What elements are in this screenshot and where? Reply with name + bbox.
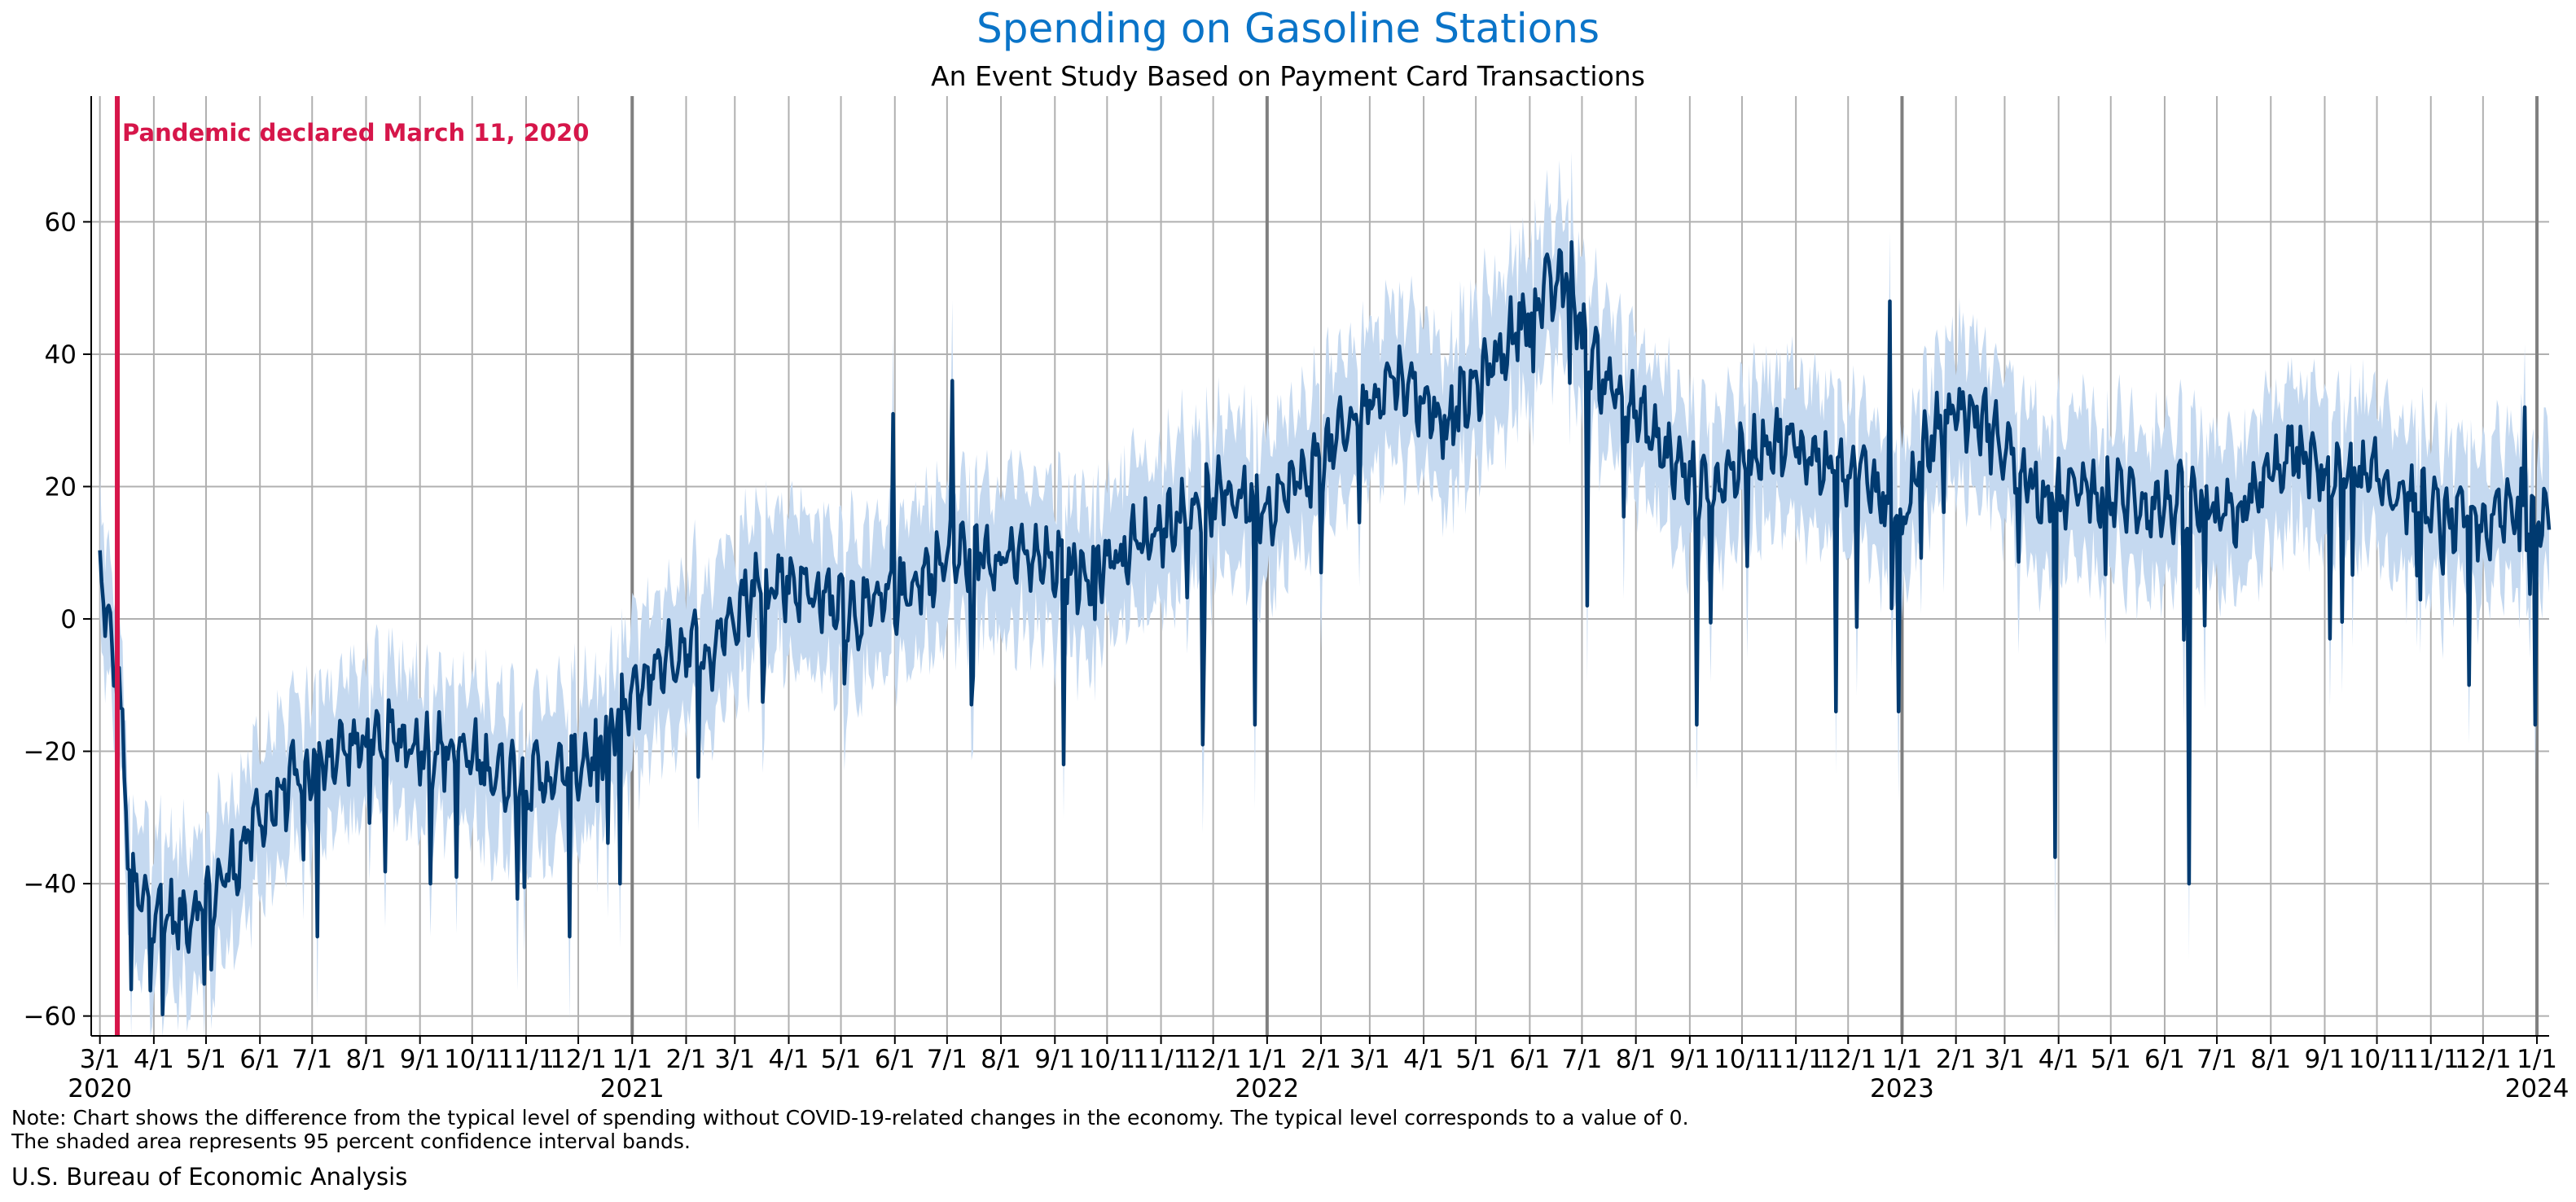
x-year-label: 2021 xyxy=(600,1074,665,1103)
x-tick-label: 4/1 xyxy=(2038,1045,2079,1074)
x-tick-label: 2/1 xyxy=(1301,1045,1341,1074)
x-year-label: 2023 xyxy=(1870,1074,1934,1103)
x-tick-label: 6/1 xyxy=(239,1045,280,1074)
x-tick-label: 8/1 xyxy=(1616,1045,1657,1074)
x-tick-label: 10/1 xyxy=(2349,1045,2406,1074)
x-tick-label: 12/1 xyxy=(1185,1045,1242,1074)
x-year-label: 2020 xyxy=(68,1074,132,1103)
x-tick-label: 3/1 xyxy=(80,1045,121,1074)
x-tick-label: 5/1 xyxy=(1455,1045,1496,1074)
x-tick-label: 5/1 xyxy=(821,1045,862,1074)
x-tick-label: 1/1 xyxy=(1882,1045,1923,1074)
x-tick-label: 4/1 xyxy=(1403,1045,1444,1074)
chart-note-line-1: Note: Chart shows the difference from th… xyxy=(11,1106,1689,1130)
pandemic-annotation-label: Pandemic declared March 11, 2020 xyxy=(122,119,589,147)
x-tick-label: 3/1 xyxy=(714,1045,755,1074)
grid-lines xyxy=(91,96,2549,1036)
y-tick-label: 60 xyxy=(45,208,77,237)
confidence-band xyxy=(99,151,2550,1037)
x-tick-label: 1/1 xyxy=(2517,1045,2557,1074)
y-tick-label: 40 xyxy=(45,340,77,370)
x-year-label: 2022 xyxy=(1235,1074,1299,1103)
y-tick-label: −20 xyxy=(24,738,77,767)
x-tick-label: 7/1 xyxy=(927,1045,968,1074)
y-tick-label: 0 xyxy=(60,605,77,634)
x-tick-label: 4/1 xyxy=(134,1045,174,1074)
x-tick-label: 10/1 xyxy=(444,1045,501,1074)
x-tick-label: 7/1 xyxy=(292,1045,332,1074)
x-tick-label: 3/1 xyxy=(1349,1045,1390,1074)
x-tick-label: 6/1 xyxy=(2144,1045,2185,1074)
x-tick-label: 7/1 xyxy=(2196,1045,2237,1074)
x-tick-label: 6/1 xyxy=(1509,1045,1550,1074)
x-tick-label: 11/1 xyxy=(1767,1045,1824,1074)
x-tick-label: 10/1 xyxy=(1714,1045,1771,1074)
x-tick-label: 11/1 xyxy=(498,1045,555,1074)
x-tick-label: 8/1 xyxy=(2250,1045,2291,1074)
x-tick-label: 5/1 xyxy=(2091,1045,2131,1074)
series-line-layer xyxy=(98,239,2552,1016)
x-tick-label: 9/1 xyxy=(2305,1045,2346,1074)
annotation-layer: Pandemic declared March 11, 2020 xyxy=(115,96,589,1036)
x-tick-label: 9/1 xyxy=(1670,1045,1710,1074)
x-tick-label: 2/1 xyxy=(666,1045,707,1074)
x-tick-label: 1/1 xyxy=(612,1045,652,1074)
y-tick-label: 20 xyxy=(45,472,77,502)
x-tick-label: 9/1 xyxy=(400,1045,441,1074)
x-tick-label: 8/1 xyxy=(981,1045,1021,1074)
chart-subtitle: An Event Study Based on Payment Card Tra… xyxy=(931,60,1645,92)
x-tick-label: 1/1 xyxy=(1247,1045,1288,1074)
confidence-band-layer xyxy=(99,151,2550,1037)
x-tick-label: 2/1 xyxy=(1936,1045,1977,1074)
x-tick-label: 8/1 xyxy=(346,1045,387,1074)
x-tick-label: 9/1 xyxy=(1034,1045,1075,1074)
x-tick-label: 12/1 xyxy=(550,1045,607,1074)
x-year-label: 2024 xyxy=(2505,1074,2569,1103)
x-tick-label: 12/1 xyxy=(1819,1045,1876,1074)
chart-note-line-2: The shaded area represents 95 percent co… xyxy=(11,1130,691,1153)
series-line xyxy=(98,239,2552,1016)
x-tick-label: 12/1 xyxy=(2455,1045,2512,1074)
y-tick-label: −40 xyxy=(24,870,77,899)
x-tick-label: 11/1 xyxy=(2403,1045,2460,1074)
source-credit: U.S. Bureau of Economic Analysis xyxy=(11,1163,408,1191)
y-tick-label: −60 xyxy=(24,1002,77,1032)
x-tick-label: 4/1 xyxy=(769,1045,810,1074)
x-tick-label: 11/1 xyxy=(1133,1045,1190,1074)
x-tick-label: 6/1 xyxy=(875,1045,915,1074)
x-tick-label: 3/1 xyxy=(1985,1045,2025,1074)
x-tick-label: 7/1 xyxy=(1562,1045,1603,1074)
x-tick-label: 10/1 xyxy=(1079,1045,1136,1074)
chart-title: Spending on Gasoline Stations xyxy=(976,5,1600,52)
x-tick-label: 5/1 xyxy=(186,1045,226,1074)
